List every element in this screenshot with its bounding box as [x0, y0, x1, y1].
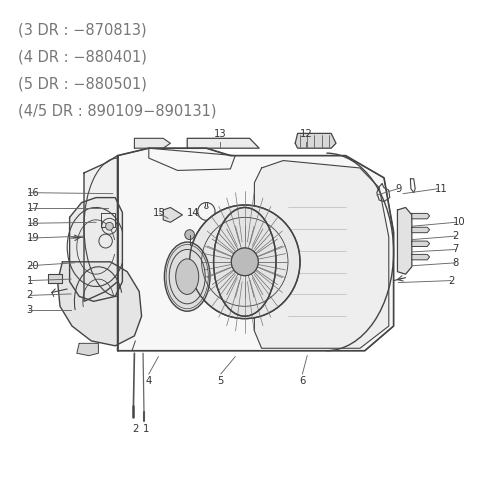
Text: 4: 4 — [145, 376, 152, 386]
Polygon shape — [58, 262, 142, 346]
Text: 3: 3 — [26, 305, 33, 315]
Text: 8: 8 — [453, 258, 459, 268]
Text: (4 DR : −880401): (4 DR : −880401) — [18, 49, 147, 64]
Text: 14: 14 — [187, 208, 200, 218]
Text: 9: 9 — [395, 184, 401, 194]
Polygon shape — [412, 254, 430, 260]
Text: 20: 20 — [26, 261, 39, 271]
Polygon shape — [412, 241, 430, 247]
Text: 13: 13 — [214, 129, 226, 139]
Polygon shape — [412, 213, 430, 219]
Text: 5: 5 — [217, 376, 224, 386]
Polygon shape — [412, 227, 430, 233]
Polygon shape — [397, 207, 412, 274]
Polygon shape — [48, 274, 62, 283]
Text: 11: 11 — [435, 184, 448, 194]
Polygon shape — [77, 343, 98, 356]
Text: 10: 10 — [453, 217, 465, 227]
Polygon shape — [295, 133, 336, 148]
Text: 6: 6 — [299, 376, 306, 386]
Text: 16: 16 — [26, 188, 39, 198]
Text: (4/5 DR : 890109−890131): (4/5 DR : 890109−890131) — [18, 104, 217, 119]
Polygon shape — [118, 148, 394, 351]
Text: 1: 1 — [143, 424, 150, 434]
Text: 18: 18 — [26, 218, 39, 228]
Text: 2: 2 — [26, 290, 33, 300]
Text: 2: 2 — [132, 424, 139, 434]
Text: 1: 1 — [26, 276, 33, 286]
Polygon shape — [134, 138, 170, 148]
Polygon shape — [70, 198, 122, 301]
Polygon shape — [254, 161, 389, 348]
Ellipse shape — [176, 259, 199, 294]
Circle shape — [185, 230, 194, 240]
Text: (5 DR : −880501): (5 DR : −880501) — [18, 77, 147, 91]
Text: 12: 12 — [300, 129, 312, 139]
Polygon shape — [84, 156, 118, 301]
Circle shape — [106, 222, 113, 230]
Text: 15: 15 — [153, 208, 166, 218]
Circle shape — [231, 248, 258, 276]
Text: 2: 2 — [448, 276, 454, 286]
Text: (3 DR : −870813): (3 DR : −870813) — [18, 22, 147, 37]
Ellipse shape — [164, 242, 210, 311]
Text: 7: 7 — [453, 245, 459, 254]
Text: 17: 17 — [26, 204, 39, 213]
Polygon shape — [187, 138, 259, 148]
Text: 2: 2 — [453, 231, 459, 241]
Text: 19: 19 — [26, 233, 39, 243]
Polygon shape — [163, 207, 182, 222]
Ellipse shape — [214, 207, 276, 316]
Circle shape — [190, 205, 300, 319]
Circle shape — [231, 248, 258, 276]
